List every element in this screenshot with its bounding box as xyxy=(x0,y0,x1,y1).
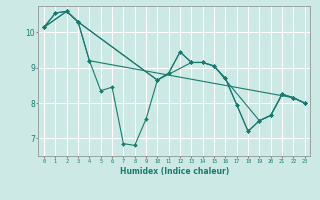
X-axis label: Humidex (Indice chaleur): Humidex (Indice chaleur) xyxy=(120,167,229,176)
